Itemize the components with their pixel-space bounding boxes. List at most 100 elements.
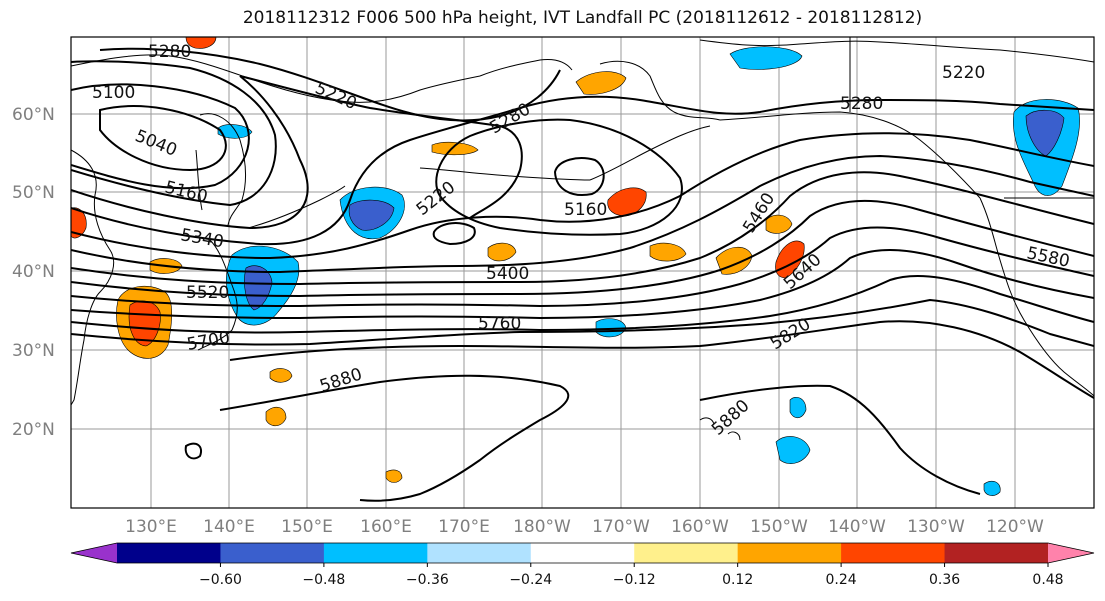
contour-5760 bbox=[71, 298, 1094, 347]
contour-5700 bbox=[71, 274, 1094, 334]
contour-5880-south bbox=[184, 442, 202, 460]
ivt-positive-subtropic-1 bbox=[265, 406, 287, 427]
lat-label-20n: 20°N bbox=[12, 420, 55, 440]
lon-label: 120°W bbox=[986, 517, 1044, 537]
contour-label: 5280 bbox=[148, 42, 191, 62]
coast-north-america-west bbox=[979, 197, 1094, 397]
colorbar-tick-label: −0.24 bbox=[509, 572, 552, 588]
longitude-labels: 130°E 140°E 150°E 160°E 170°E 180°W 170°… bbox=[125, 517, 1044, 537]
colorbar-segment bbox=[944, 543, 1049, 563]
contour-5220-closed-small bbox=[432, 222, 476, 246]
height-contours bbox=[71, 47, 1094, 502]
lon-label: 180°W bbox=[513, 517, 571, 537]
colorbar-tick-label: 0.48 bbox=[1032, 572, 1063, 588]
lat-label-40n: 40°N bbox=[12, 262, 55, 282]
contour-5160-closed bbox=[553, 157, 605, 196]
ivt-positive-aleutian-1 bbox=[431, 141, 479, 156]
colorbar-tick-label: 0.24 bbox=[826, 572, 857, 588]
ivt-negative-subtropic-2 bbox=[775, 436, 811, 464]
contour-5100 bbox=[71, 83, 250, 190]
contour-5880-east bbox=[699, 384, 981, 495]
colorbar-segment bbox=[841, 543, 946, 563]
contour-label: 5400 bbox=[486, 264, 529, 284]
map-panel bbox=[71, 37, 1094, 508]
lon-label: 160°E bbox=[360, 517, 412, 537]
colorbar-segment bbox=[220, 543, 325, 563]
lon-label: 130°W bbox=[907, 517, 965, 537]
ivt-positive-bering bbox=[575, 71, 627, 95]
coast-alaska-west bbox=[599, 60, 721, 121]
coast-hawaii bbox=[699, 417, 741, 441]
lat-label-50n: 50°N bbox=[12, 183, 55, 203]
lat-label-60n: 60°N bbox=[12, 105, 55, 125]
lat-label-30n: 30°N bbox=[12, 341, 55, 361]
lon-label: 150°E bbox=[281, 517, 333, 537]
colorbar-tick-label: −0.36 bbox=[406, 572, 449, 588]
ivt-positive-top-left bbox=[185, 37, 217, 49]
coast-kuril-chain bbox=[247, 185, 346, 229]
colorbar-segment bbox=[634, 543, 739, 563]
contour-5280-north bbox=[99, 47, 561, 122]
ivt-negative-bc-core bbox=[1025, 109, 1065, 157]
contour-label: 5520 bbox=[186, 283, 229, 303]
colorbar-segment bbox=[117, 543, 221, 563]
colorbar-tick-label: −0.12 bbox=[613, 572, 656, 588]
contour-5820 bbox=[229, 320, 1094, 399]
ivt-positive-western-edge bbox=[71, 207, 87, 239]
coast-kamchatka bbox=[199, 113, 247, 226]
colorbar-extend-high bbox=[1048, 543, 1094, 563]
lon-label: 170°W bbox=[592, 517, 650, 537]
colorbar-segment bbox=[737, 543, 842, 563]
ivt-positive-mid-2 bbox=[487, 242, 517, 262]
ivt-negative-kuril-core bbox=[348, 199, 395, 231]
contour-5160-west bbox=[71, 60, 277, 207]
colorbar: −0.60 −0.48 −0.36 −0.24 −0.12 0.12 0.24 0.36 0.4… bbox=[70, 542, 1095, 588]
colorbar-outline bbox=[70, 542, 1095, 564]
colorbar-extend-low bbox=[71, 543, 117, 563]
contour-5340 bbox=[71, 132, 1094, 260]
ivt-negative-alaska-north bbox=[729, 46, 803, 70]
lon-label: 150°W bbox=[750, 517, 808, 537]
ivt-positive-mid-1 bbox=[649, 242, 687, 262]
colorbar-segment bbox=[323, 543, 428, 563]
coast-aleutians bbox=[419, 167, 591, 181]
contour-5220-east bbox=[435, 118, 683, 236]
contour-5640 bbox=[71, 249, 1094, 320]
contour-5460 bbox=[71, 171, 1094, 286]
ivt-positive-alaska-peninsula bbox=[607, 187, 647, 217]
ivt-negative-honshu-core bbox=[244, 265, 273, 311]
lon-label: 170°E bbox=[438, 517, 490, 537]
contour-label: 5760 bbox=[478, 314, 521, 334]
contour-label: 5160 bbox=[564, 200, 607, 220]
colorbar-segment bbox=[427, 543, 532, 563]
colorbar-tick-label: −0.60 bbox=[199, 572, 242, 588]
coast-sakhalin bbox=[195, 149, 203, 211]
contour-label: 5220 bbox=[942, 63, 985, 83]
ivt-negative-subtropic-4 bbox=[983, 480, 1001, 496]
contour-5880-west bbox=[219, 374, 570, 502]
contour-5400 bbox=[71, 154, 1094, 274]
lon-label: 140°E bbox=[203, 517, 255, 537]
contour-5040 bbox=[99, 105, 227, 172]
contour-label: 5280 bbox=[840, 94, 883, 114]
colorbar-tick-label: −0.48 bbox=[302, 572, 345, 588]
coast-alaska-north bbox=[699, 39, 1094, 63]
map-title: 2018112312 F006 500 hPa height, IVT Land… bbox=[242, 8, 923, 28]
coast-alaska-south bbox=[719, 111, 981, 199]
colorbar-tick-label: 0.36 bbox=[929, 572, 960, 588]
graticule bbox=[71, 37, 1094, 508]
ivt-negative-subtropic-3 bbox=[789, 397, 807, 419]
ivt-positive-subtropic-2 bbox=[269, 368, 293, 383]
coast-asia-north bbox=[71, 54, 481, 103]
contour-5220 bbox=[71, 75, 523, 230]
ivt-positive-gulf-alaska-3 bbox=[765, 214, 793, 234]
lon-label: 160°W bbox=[671, 517, 729, 537]
colorbar-tick-label: 0.12 bbox=[722, 572, 753, 588]
map-border bbox=[70, 36, 1095, 509]
latitude-labels: 60°N 50°N 40°N 30°N 20°N bbox=[12, 105, 55, 440]
lon-label: 130°E bbox=[125, 517, 177, 537]
lon-label: 140°W bbox=[828, 517, 886, 537]
coast-chukotka bbox=[479, 59, 573, 77]
contour-label: 5100 bbox=[92, 83, 135, 103]
